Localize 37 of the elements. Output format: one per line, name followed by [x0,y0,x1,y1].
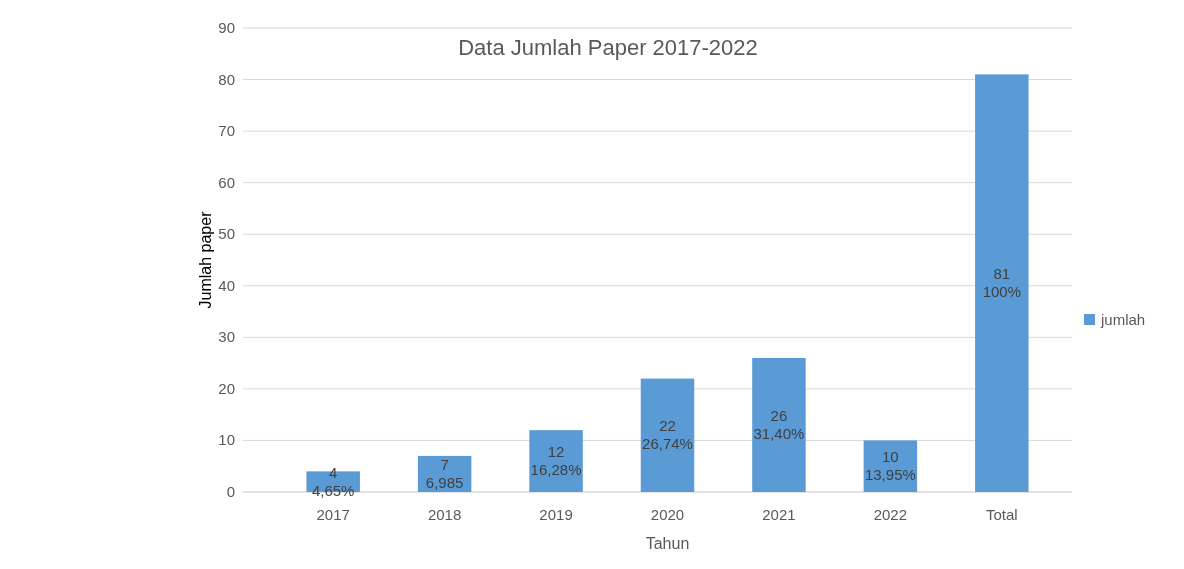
chart-title: Data Jumlah Paper 2017-2022 [458,35,758,60]
x-tick-label: 2020 [650,506,685,523]
bar [975,74,1029,492]
data-label: 26 [770,406,788,424]
x-tick-label: 2021 [762,506,796,523]
x-tick-label: Total [985,506,1018,523]
annotation: 16,28% [530,461,582,479]
legend-label: jumlah [1100,311,1146,328]
bar [640,378,695,492]
y-tick-label: 10 [218,431,235,449]
y-tick-label: 0 [226,483,235,500]
annotation: 26,74% [642,435,693,453]
annotation: 100% [982,283,1022,301]
data-label: 10 [882,448,899,466]
y-tick-label: 40 [218,276,235,294]
x-axis-title: Tahun [645,535,690,552]
data-label: 81 [993,265,1011,283]
data-label: 22 [659,417,676,435]
x-tick-label: 2017 [316,506,350,523]
x-tick-label: 2018 [427,506,462,523]
y-tick-label: 60 [218,173,235,191]
bar [529,430,583,492]
y-axis-title: Jumlah paper [197,210,214,309]
y-tick-label: 80 [218,70,235,88]
data-label: 7 [440,455,449,473]
y-tick-label: 20 [218,379,235,397]
bar [752,357,806,492]
y-tick-label: 90 [218,19,235,36]
data-label: 12 [547,443,565,461]
x-tick-label: 2022 [873,506,908,523]
y-tick-label: 50 [218,225,235,243]
x-tick-label: 2019 [539,506,573,523]
y-tick-label: 30 [218,328,235,346]
y-tick-label: 70 [218,122,235,140]
annotation: 13,95% [864,466,916,484]
annotation: 6,985 [425,473,464,491]
annotation: 31,40% [753,424,805,442]
